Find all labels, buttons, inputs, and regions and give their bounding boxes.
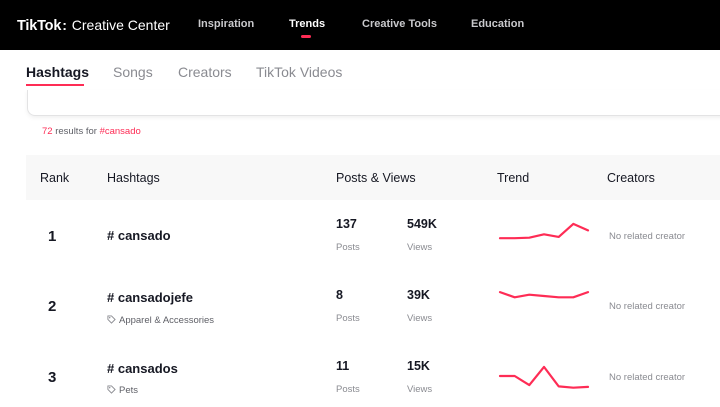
posts-label: Posts [336, 313, 360, 324]
column-creators: Creators [607, 171, 655, 185]
tag-icon [107, 315, 116, 324]
row-rank: 3 [48, 369, 57, 386]
top-navbar: TikTok: Creative Center Inspiration Tren… [0, 0, 720, 50]
views-label: Views [407, 384, 433, 395]
hashtag-link[interactable]: # cansados [107, 361, 178, 376]
results-count: 72 [42, 126, 53, 137]
tag-icon [107, 385, 116, 394]
posts-count: 137 [336, 217, 357, 231]
row-rank: 1 [48, 228, 57, 245]
nav-trends[interactable]: Trends [289, 18, 326, 30]
row-rank: 2 [48, 298, 57, 315]
tab-creators[interactable]: Creators [178, 64, 232, 80]
tab-active-indicator [26, 84, 84, 86]
results-query: #cansado [99, 126, 141, 137]
posts-label: Posts [336, 242, 360, 253]
related-creator-text: No related creator [609, 372, 686, 383]
tab-songs[interactable]: Songs [113, 64, 153, 80]
table-header [26, 155, 720, 200]
posts-count: 11 [336, 359, 350, 373]
industry-tag: Apparel & Accessories [107, 315, 214, 326]
search-box[interactable] [27, 90, 720, 116]
industry-tag: Pets [107, 385, 138, 396]
views-count: 549K [407, 217, 437, 231]
views-label: Views [407, 242, 433, 253]
views-label: Views [407, 313, 433, 324]
tiktok-creative-center-logo[interactable]: TikTok: Creative Center [17, 17, 170, 34]
industry-label: Pets [119, 385, 139, 396]
related-creator-text: No related creator [609, 231, 686, 242]
trend-line [498, 222, 590, 240]
trend-sparkline [498, 222, 590, 240]
nav-education[interactable]: Education [471, 18, 525, 30]
tab-tiktok-videos[interactable]: TikTok Videos [256, 64, 343, 80]
logo-separator: : [62, 17, 67, 33]
logo-brand: TikTok [17, 18, 62, 34]
nav-inspiration[interactable]: Inspiration [198, 18, 255, 30]
trend-sparkline [498, 365, 590, 389]
column-rank: Rank [40, 171, 70, 185]
nav-creative-tools[interactable]: Creative Tools [362, 18, 437, 30]
logo-product: Creative Center [71, 17, 170, 33]
results-summary: 72 results for #cansado [42, 126, 141, 137]
results-text: results for [52, 126, 100, 137]
industry-label: Apparel & Accessories [119, 315, 215, 326]
hashtag-link[interactable]: # cansadojefe [107, 290, 193, 305]
hashtag-link[interactable]: # cansado [107, 228, 171, 243]
posts-label: Posts [336, 384, 360, 395]
posts-count: 8 [336, 288, 343, 302]
tab-hashtags[interactable]: Hashtags [26, 64, 90, 80]
trend-line [498, 291, 590, 299]
nav-active-indicator [301, 35, 311, 38]
column-posts-views: Posts & Views [336, 171, 416, 185]
views-count: 15K [407, 359, 430, 373]
column-hashtags: Hashtags [107, 171, 160, 185]
related-creator-text: No related creator [609, 301, 686, 312]
views-count: 39K [407, 288, 430, 302]
trend-sparkline [498, 291, 590, 299]
trend-line [498, 365, 590, 389]
column-trend: Trend [497, 171, 530, 185]
